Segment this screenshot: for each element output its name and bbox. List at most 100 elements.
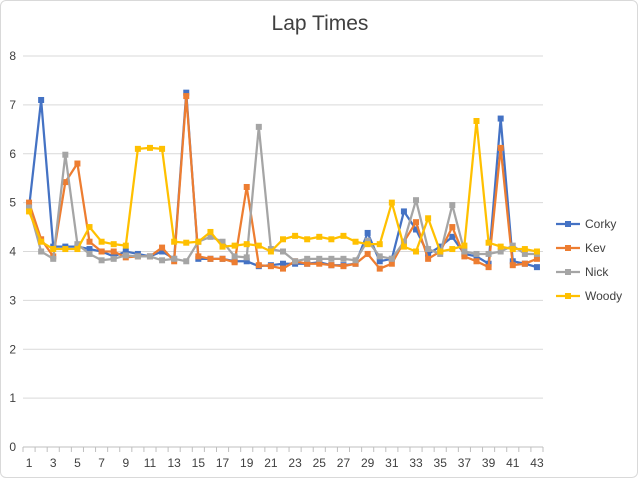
y-tick-label: 6 bbox=[9, 147, 16, 161]
data-point bbox=[255, 123, 262, 130]
data-point bbox=[328, 236, 335, 243]
data-point bbox=[340, 263, 347, 270]
data-point bbox=[388, 255, 395, 262]
x-tick-label: 35 bbox=[434, 456, 448, 470]
data-point bbox=[485, 239, 492, 246]
data-point bbox=[497, 144, 504, 151]
x-tick-label: 19 bbox=[240, 456, 254, 470]
gridlines bbox=[23, 55, 543, 399]
data-point bbox=[134, 145, 141, 152]
data-point bbox=[473, 250, 480, 257]
y-tick-label: 3 bbox=[9, 293, 16, 307]
data-point bbox=[171, 238, 178, 245]
data-point bbox=[183, 89, 190, 96]
data-point bbox=[219, 243, 226, 250]
x-tick-label: 43 bbox=[530, 456, 544, 470]
data-point bbox=[352, 260, 359, 267]
x-tick-label: 33 bbox=[409, 456, 423, 470]
data-point bbox=[207, 228, 214, 235]
x-tick-label: 23 bbox=[288, 456, 302, 470]
series-line-woody bbox=[28, 119, 538, 253]
data-point bbox=[509, 262, 516, 269]
data-point bbox=[231, 242, 238, 249]
data-point bbox=[304, 255, 311, 262]
data-point bbox=[533, 248, 540, 255]
x-tick-label: 37 bbox=[458, 456, 472, 470]
x-tick-label: 15 bbox=[192, 456, 206, 470]
data-point bbox=[146, 253, 153, 260]
legend-item-nick: Nick bbox=[556, 265, 609, 279]
data-point bbox=[449, 233, 456, 240]
data-point bbox=[26, 199, 33, 206]
data-point bbox=[219, 238, 226, 245]
data-point bbox=[521, 260, 528, 267]
data-point bbox=[304, 236, 311, 243]
data-point bbox=[26, 208, 33, 215]
legend-item-kev: Kev bbox=[556, 241, 606, 255]
data-point bbox=[207, 233, 214, 240]
legend-swatch-marker bbox=[565, 293, 571, 299]
data-point bbox=[255, 242, 262, 249]
data-point bbox=[255, 262, 262, 269]
data-point bbox=[207, 255, 214, 262]
data-point bbox=[86, 250, 93, 257]
data-point bbox=[328, 255, 335, 262]
data-point bbox=[62, 151, 69, 158]
data-point bbox=[473, 118, 480, 125]
data-point bbox=[74, 246, 81, 253]
data-point bbox=[376, 258, 383, 265]
data-point bbox=[425, 255, 432, 262]
x-tick-label: 3 bbox=[50, 456, 57, 470]
x-axis-tick-labels: 1 3 5 7 9 11 13 15 17 19 21 23 25 27 29 31 33 35 37 39 41 43 bbox=[26, 456, 544, 470]
data-point bbox=[159, 257, 166, 264]
data-point bbox=[98, 257, 105, 264]
data-point bbox=[243, 254, 250, 261]
data-point bbox=[86, 246, 93, 253]
data-point bbox=[195, 253, 202, 260]
data-point bbox=[352, 257, 359, 264]
legend-label: Corky bbox=[585, 217, 616, 231]
data-point bbox=[122, 242, 129, 249]
data-point bbox=[280, 260, 286, 267]
data-point bbox=[171, 255, 178, 262]
data-point bbox=[304, 260, 311, 267]
data-point bbox=[74, 160, 81, 167]
y-tick-label: 2 bbox=[9, 342, 16, 356]
data-point bbox=[316, 255, 323, 262]
data-point bbox=[533, 264, 540, 271]
y-tick-label: 5 bbox=[9, 196, 16, 210]
data-point bbox=[437, 243, 444, 250]
y-tick-label: 0 bbox=[9, 440, 16, 454]
data-point bbox=[340, 255, 347, 262]
data-point bbox=[376, 265, 383, 272]
x-tick-label: 17 bbox=[216, 456, 230, 470]
data-point bbox=[86, 238, 93, 245]
data-point bbox=[74, 241, 81, 248]
legend-label: Kev bbox=[585, 241, 606, 255]
data-point bbox=[533, 255, 540, 262]
data-point bbox=[485, 250, 492, 257]
data-point bbox=[352, 238, 359, 245]
data-point bbox=[388, 199, 395, 206]
data-point bbox=[497, 115, 504, 122]
data-point bbox=[267, 263, 274, 270]
data-point bbox=[521, 246, 528, 253]
series-woody bbox=[26, 118, 540, 255]
data-point bbox=[110, 241, 117, 248]
data-point bbox=[413, 219, 420, 226]
data-point bbox=[243, 258, 250, 265]
series-nick bbox=[26, 123, 540, 265]
data-point bbox=[461, 242, 468, 249]
legend: Corky Kev Nick Woody bbox=[556, 217, 622, 303]
data-point bbox=[98, 238, 105, 245]
y-axis-tick-labels: 0 1 2 3 4 5 6 7 8 bbox=[9, 49, 16, 454]
data-point bbox=[364, 237, 371, 244]
data-point bbox=[449, 202, 456, 209]
x-tick-label: 39 bbox=[482, 456, 496, 470]
x-tick-label: 1 bbox=[26, 456, 33, 470]
data-point bbox=[461, 248, 468, 255]
data-point bbox=[50, 246, 57, 253]
data-point bbox=[38, 248, 45, 255]
data-point bbox=[328, 262, 335, 269]
data-point bbox=[26, 204, 33, 211]
